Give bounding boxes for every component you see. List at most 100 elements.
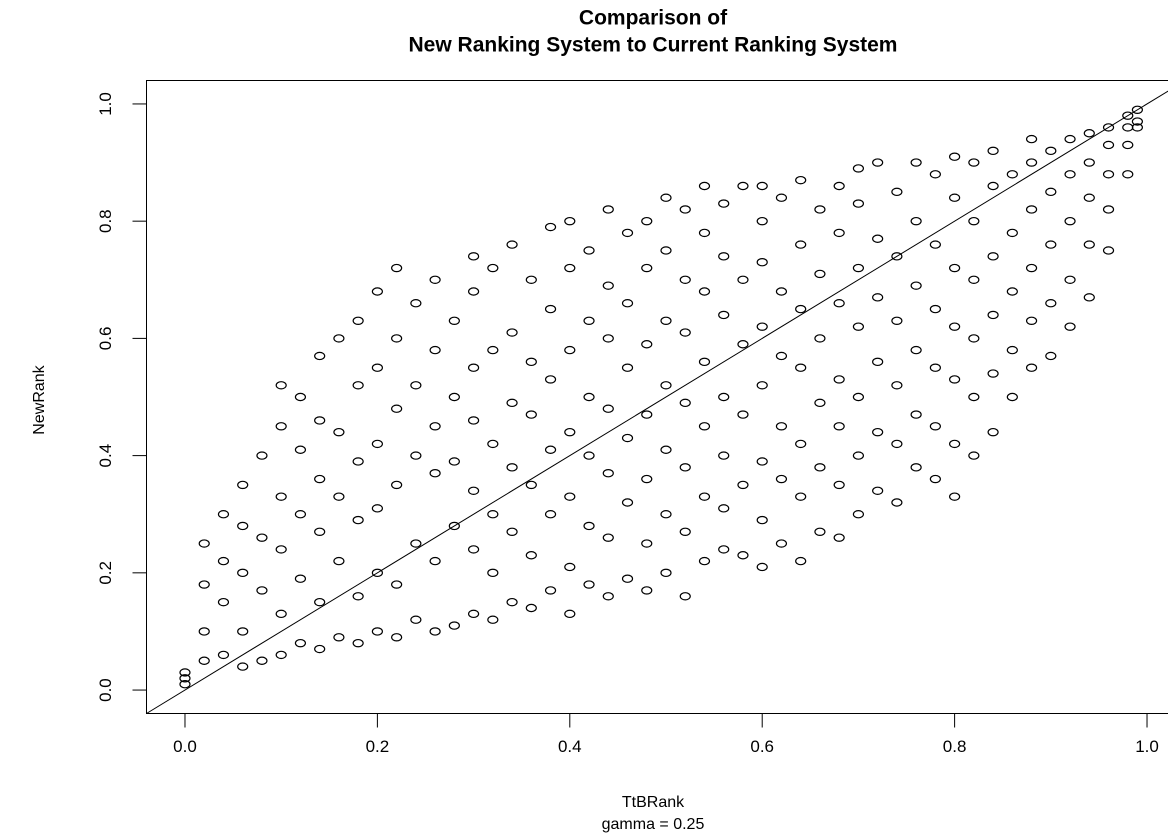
point [1122, 140, 1134, 150]
point [333, 334, 345, 343]
chart-title: New Ranking System to Current Ranking Sy… [409, 34, 898, 57]
point [1083, 193, 1095, 202]
point [564, 562, 576, 572]
point [718, 252, 730, 261]
point [910, 410, 922, 419]
point [275, 545, 287, 554]
point [833, 375, 845, 384]
y-tick-label: 0.8 [96, 209, 115, 233]
point [775, 351, 788, 361]
x-tick-label: 0.8 [943, 737, 967, 756]
point [1083, 158, 1095, 167]
point [891, 316, 903, 326]
y-tick-label: 0.0 [96, 678, 115, 702]
point [987, 310, 999, 320]
point [1045, 146, 1057, 156]
point [679, 527, 691, 537]
point [275, 650, 287, 660]
point [660, 193, 672, 202]
point [294, 574, 307, 583]
point [487, 439, 499, 449]
point [544, 510, 557, 519]
point [506, 328, 518, 337]
point [949, 193, 961, 202]
point [660, 445, 672, 454]
point [641, 410, 653, 419]
point [371, 287, 383, 296]
point [621, 363, 634, 372]
point [1025, 134, 1038, 144]
point [987, 181, 999, 191]
point [352, 316, 364, 326]
point [544, 586, 557, 595]
point [698, 287, 711, 296]
point [795, 363, 807, 372]
point [1025, 316, 1038, 326]
point [910, 463, 922, 472]
point [602, 592, 614, 601]
point [737, 410, 749, 419]
point [1045, 351, 1057, 361]
point [448, 621, 460, 630]
point [352, 638, 364, 648]
point [564, 263, 576, 273]
point [718, 310, 730, 320]
point [391, 334, 403, 343]
point [929, 422, 941, 431]
point [544, 304, 557, 314]
point [1122, 123, 1134, 132]
point [833, 299, 845, 308]
y-axis-label: NewRank [31, 364, 48, 434]
point [718, 545, 730, 554]
point [814, 334, 826, 343]
point [448, 392, 460, 402]
point [410, 451, 422, 460]
plot-frame [146, 80, 1168, 714]
point [891, 381, 903, 390]
point [852, 451, 865, 460]
point [602, 533, 614, 542]
point [602, 404, 614, 413]
point [698, 228, 711, 238]
point [929, 170, 941, 179]
x-tick-label: 0.0 [173, 737, 197, 756]
point [179, 679, 191, 689]
point [314, 644, 326, 654]
point [410, 299, 422, 308]
point [256, 656, 268, 665]
point [333, 492, 345, 501]
point [775, 422, 788, 431]
point [467, 609, 480, 619]
point [660, 510, 672, 519]
point [564, 609, 576, 619]
point [872, 158, 884, 167]
point [237, 627, 249, 636]
point [525, 480, 537, 490]
point [833, 228, 845, 238]
point [756, 457, 768, 466]
point [429, 556, 441, 566]
point [718, 199, 730, 208]
point [737, 275, 749, 284]
point [564, 216, 576, 226]
point [621, 299, 634, 308]
point [198, 539, 210, 548]
point [795, 439, 807, 449]
point [660, 246, 672, 255]
x-tick-label: 0.6 [750, 737, 774, 756]
point [698, 556, 711, 566]
point [217, 510, 230, 519]
point [256, 451, 268, 460]
point [1006, 392, 1018, 402]
point [660, 381, 672, 390]
point [1006, 170, 1018, 179]
point [371, 439, 383, 449]
point [237, 568, 249, 578]
point [371, 363, 383, 372]
point [467, 486, 480, 495]
point [1102, 205, 1115, 214]
point [487, 568, 499, 578]
point [237, 480, 249, 490]
point [833, 533, 845, 542]
point [718, 392, 730, 402]
